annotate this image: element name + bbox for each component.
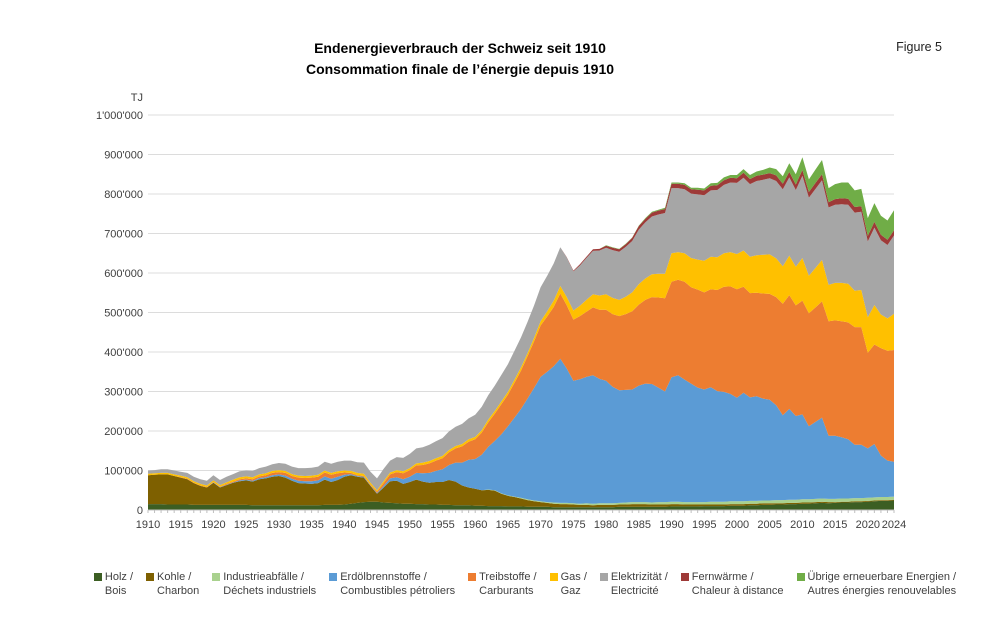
area-elektrizitaet bbox=[148, 175, 894, 491]
x-tick-label: 1910 bbox=[136, 519, 160, 531]
y-tick-label: 200'000 bbox=[104, 426, 143, 438]
legend-label-de: Elektrizität / bbox=[610, 571, 668, 583]
legend-swatch-uebrige_erneuerbare bbox=[796, 573, 805, 581]
chart-legend: Holz / Bois Kohle / Charbon Industrieabfälle… bbox=[93, 570, 956, 598]
legend-label-gas: Gas / Gaz bbox=[561, 570, 587, 598]
legend-label-holz: Holz / Bois bbox=[105, 570, 133, 598]
x-tick-label: 2005 bbox=[757, 519, 781, 531]
x-tick-label: 1975 bbox=[561, 519, 585, 531]
y-tick-label: 900'000 bbox=[104, 150, 143, 162]
x-tick-label: 1935 bbox=[299, 519, 323, 531]
x-tick-label: 1990 bbox=[659, 519, 683, 531]
legend-label-fr: Déchets industriels bbox=[223, 585, 317, 597]
legend-label-de: Gas / bbox=[560, 571, 587, 583]
legend-swatch-fernwaerme bbox=[680, 573, 689, 581]
legend-label-fr: Combustibles pétroliers bbox=[340, 585, 456, 597]
chart-title-fr: Consommation finale de l’énergie depuis … bbox=[305, 61, 615, 77]
x-tick-label: 1955 bbox=[430, 519, 454, 531]
legend-item-gas: Gas / Gaz bbox=[549, 570, 587, 598]
legend-item-holz: Holz / Bois bbox=[93, 570, 133, 598]
legend-swatch-treibstoffe bbox=[468, 573, 477, 581]
y-tick-label: 700'000 bbox=[104, 229, 143, 241]
x-tick-label: 1920 bbox=[201, 519, 225, 531]
x-tick-label: 1985 bbox=[627, 519, 651, 531]
legend-label-fr: Carburants bbox=[479, 585, 534, 597]
x-tick-label: 2015 bbox=[823, 519, 847, 531]
legend-label-uebrige_erneuerbare: Übrige erneuerbare Energien / Autres éner… bbox=[808, 570, 957, 598]
legend-swatch-kohle bbox=[146, 573, 155, 581]
legend-label-treibstoffe: Treibstoffe / Carburants bbox=[479, 570, 536, 598]
y-axis-unit-label: TJ bbox=[131, 92, 143, 104]
x-tick-label: 2000 bbox=[725, 519, 749, 531]
y-tick-label: 600'000 bbox=[104, 268, 143, 280]
legend-label-fr: Electricité bbox=[610, 585, 659, 597]
legend-swatch-industrieabfaelle bbox=[212, 573, 221, 581]
legend-item-kohle: Kohle / Charbon bbox=[146, 570, 199, 598]
area-holz bbox=[148, 500, 894, 510]
legend-item-uebrige_erneuerbare: Übrige erneuerbare Energien / Autres éner… bbox=[796, 570, 957, 598]
x-tick-label: 1930 bbox=[267, 519, 291, 531]
legend-label-fr: Bois bbox=[104, 585, 127, 597]
x-tick-label: 1945 bbox=[365, 519, 389, 531]
area-erdoelbrennstoffe bbox=[148, 358, 894, 504]
x-tick-label: 1970 bbox=[528, 519, 552, 531]
legend-label-fr: Autres énergies renouvelables bbox=[807, 585, 957, 597]
area-treibstoffe bbox=[148, 279, 894, 493]
chart-title-de: Endenergieverbrauch der Schweiz seit 191… bbox=[314, 40, 606, 56]
x-tick-label: 1980 bbox=[594, 519, 618, 531]
legend-label-erdoelbrennstoffe: Erdölbrennstoffe / Combustibles pétrolier… bbox=[340, 570, 455, 598]
legend-item-industrieabfaelle: Industrieabfälle / Déchets industriels bbox=[212, 570, 316, 598]
legend-label-de: Industrieabfälle / bbox=[223, 571, 304, 583]
legend-label-de: Holz / bbox=[104, 571, 134, 583]
legend-label-de: Erdölbrennstoffe / bbox=[340, 571, 427, 583]
x-tick-label: 1915 bbox=[168, 519, 192, 531]
legend-item-erdoelbrennstoffe: Erdölbrennstoffe / Combustibles pétrolier… bbox=[329, 570, 455, 598]
legend-label-fr: Charbon bbox=[157, 585, 200, 597]
legend-label-de: Kohle / bbox=[157, 571, 192, 583]
area-gas bbox=[148, 250, 894, 492]
x-tick-label: 1995 bbox=[692, 519, 716, 531]
legend-label-industrieabfaelle: Industrieabfälle / Déchets industriels bbox=[223, 570, 316, 598]
figure-number-label: Figure 5 bbox=[896, 40, 942, 54]
y-tick-label: 0 bbox=[137, 505, 143, 517]
chart-title: Endenergieverbrauch der Schweiz seit 191… bbox=[0, 38, 920, 80]
y-tick-label: 500'000 bbox=[104, 308, 143, 320]
y-tick-label: 400'000 bbox=[104, 347, 143, 359]
legend-swatch-elektrizitaet bbox=[599, 573, 608, 581]
legend-item-fernwaerme: Fernwärme / Chaleur à distance bbox=[680, 570, 784, 598]
legend-label-de: Treibstoffe / bbox=[479, 571, 537, 583]
y-tick-label: 1'000'000 bbox=[96, 110, 143, 122]
area-kohle bbox=[148, 474, 894, 508]
x-tick-label: 1925 bbox=[234, 519, 258, 531]
legend-label-de: Übrige erneuerbare Energien / bbox=[807, 571, 957, 583]
x-tick-label: 1960 bbox=[463, 519, 487, 531]
x-tick-label: 2010 bbox=[790, 519, 814, 531]
legend-label-fernwaerme: Fernwärme / Chaleur à distance bbox=[692, 570, 784, 598]
legend-label-fr: Gaz bbox=[560, 585, 581, 597]
legend-label-fr: Chaleur à distance bbox=[691, 585, 784, 597]
legend-swatch-erdoelbrennstoffe bbox=[329, 573, 338, 581]
x-tick-label: 2024 bbox=[882, 519, 906, 531]
legend-item-treibstoffe: Treibstoffe / Carburants bbox=[468, 570, 537, 598]
y-tick-label: 800'000 bbox=[104, 189, 143, 201]
legend-item-elektrizitaet: Elektrizität / Electricité bbox=[599, 570, 668, 598]
legend-swatch-gas bbox=[549, 573, 558, 581]
x-tick-label: 1965 bbox=[496, 519, 520, 531]
y-tick-label: 300'000 bbox=[104, 387, 143, 399]
legend-swatch-holz bbox=[93, 573, 102, 581]
x-tick-label: 1950 bbox=[398, 519, 422, 531]
legend-label-elektrizitaet: Elektrizität / Electricité bbox=[611, 570, 668, 598]
x-tick-label: 2020 bbox=[856, 519, 880, 531]
y-tick-label: 100'000 bbox=[104, 466, 143, 478]
legend-label-kohle: Kohle / Charbon bbox=[157, 570, 199, 598]
x-tick-label: 1940 bbox=[332, 519, 356, 531]
legend-label-de: Fernwärme / bbox=[691, 571, 754, 583]
